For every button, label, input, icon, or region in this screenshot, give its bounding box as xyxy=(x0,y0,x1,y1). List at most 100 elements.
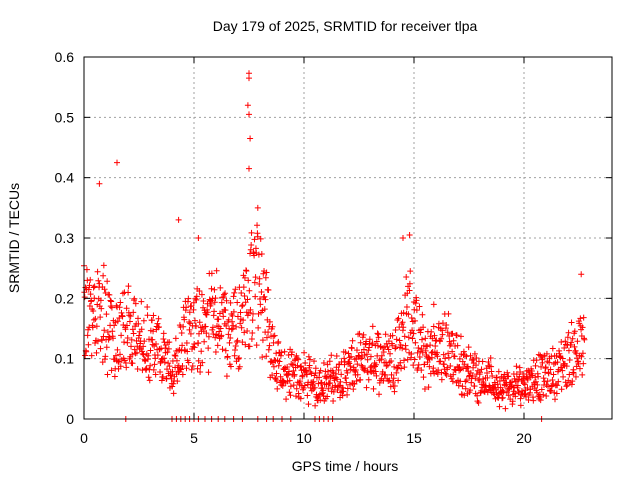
data-point xyxy=(554,359,561,366)
data-point xyxy=(209,295,216,302)
data-point xyxy=(199,359,206,366)
data-point xyxy=(465,344,472,351)
data-point xyxy=(388,371,395,378)
data-point xyxy=(580,314,587,321)
data-point xyxy=(442,355,449,362)
data-point xyxy=(262,274,269,281)
data-point xyxy=(159,373,166,380)
y-axis-label: SRMTID / TECUs xyxy=(6,183,22,293)
data-point xyxy=(422,335,429,342)
data-point xyxy=(281,348,288,355)
data-point xyxy=(362,365,369,372)
data-point xyxy=(164,349,171,356)
data-point xyxy=(241,274,248,281)
data-point xyxy=(365,347,372,354)
data-point xyxy=(270,363,277,370)
data-point xyxy=(116,304,123,311)
data-point xyxy=(571,343,578,350)
data-point xyxy=(111,322,118,329)
data-point xyxy=(196,287,203,294)
data-point xyxy=(273,377,280,384)
data-point xyxy=(268,358,275,365)
data-point xyxy=(173,357,180,364)
data-point xyxy=(357,376,364,383)
data-point xyxy=(219,346,226,353)
data-point xyxy=(256,275,263,282)
data-point xyxy=(84,332,91,339)
data-point xyxy=(340,388,347,395)
data-point xyxy=(170,390,177,397)
y-tick-label: 0.2 xyxy=(55,290,75,306)
data-point xyxy=(565,347,572,354)
data-point xyxy=(461,352,468,359)
data-point xyxy=(117,351,124,358)
data-point xyxy=(333,352,340,359)
data-point xyxy=(248,242,255,249)
data-point xyxy=(428,354,435,361)
data-point xyxy=(357,339,364,346)
data-point xyxy=(352,367,359,374)
data-point xyxy=(227,335,234,342)
data-point xyxy=(406,287,413,294)
data-point xyxy=(238,289,245,296)
data-point xyxy=(410,330,417,337)
data-point xyxy=(563,383,570,390)
data-point xyxy=(463,353,470,360)
data-point xyxy=(375,334,382,341)
data-point xyxy=(278,381,285,388)
data-point xyxy=(204,309,211,316)
data-point xyxy=(154,320,161,327)
data-point xyxy=(100,272,107,279)
data-point xyxy=(98,305,105,312)
data-point xyxy=(85,341,92,348)
data-point xyxy=(124,334,131,341)
data-point xyxy=(569,378,576,385)
data-point xyxy=(263,269,270,276)
data-point xyxy=(246,343,253,350)
data-point xyxy=(409,327,416,334)
data-point xyxy=(311,384,318,391)
data-point xyxy=(467,369,474,376)
data-point xyxy=(101,286,108,293)
data-point xyxy=(190,343,197,350)
data-point xyxy=(145,374,152,381)
data-point xyxy=(395,362,402,369)
data-point xyxy=(551,389,558,396)
data-point xyxy=(183,339,190,346)
data-point xyxy=(344,385,351,392)
data-point xyxy=(408,315,415,322)
data-point xyxy=(193,323,200,330)
data-point xyxy=(439,331,446,338)
data-point xyxy=(226,339,233,346)
data-point xyxy=(99,337,106,344)
data-point xyxy=(408,351,415,358)
data-point xyxy=(397,359,404,366)
data-point xyxy=(261,306,268,313)
data-point xyxy=(178,329,185,336)
data-point xyxy=(351,356,358,363)
data-point xyxy=(345,359,352,366)
data-point xyxy=(532,378,539,385)
data-point xyxy=(83,266,90,273)
data-point xyxy=(265,329,272,336)
data-point xyxy=(118,332,125,339)
data-point xyxy=(563,363,570,370)
data-point xyxy=(401,364,408,371)
data-point xyxy=(244,102,251,109)
data-point xyxy=(123,364,130,371)
data-point xyxy=(232,343,239,350)
data-point xyxy=(222,307,229,314)
data-point xyxy=(103,311,110,318)
x-tick-label: 0 xyxy=(80,430,88,446)
data-point xyxy=(276,358,283,365)
data-point xyxy=(186,319,193,326)
data-point xyxy=(104,328,111,335)
data-point xyxy=(273,370,280,377)
data-point xyxy=(297,395,304,402)
data-point xyxy=(578,271,585,278)
data-point xyxy=(277,373,284,380)
data-point xyxy=(405,311,412,318)
data-point xyxy=(142,357,149,364)
data-point xyxy=(579,324,586,331)
data-point xyxy=(409,335,416,342)
